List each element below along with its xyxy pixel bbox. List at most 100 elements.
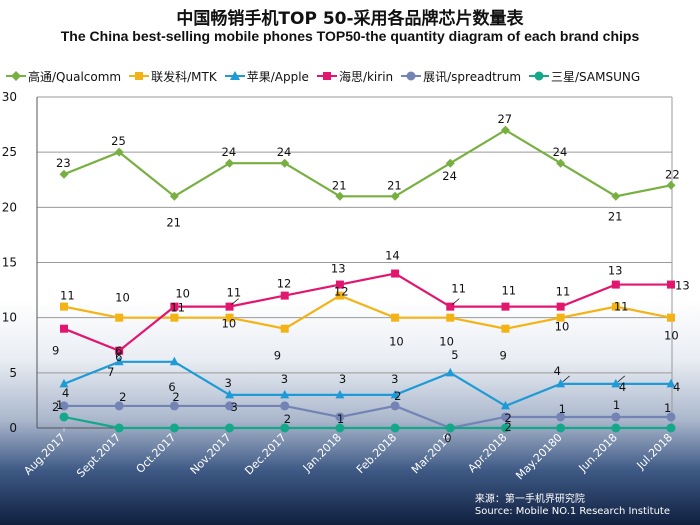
data-label: 4	[619, 380, 626, 394]
data-label: 2	[284, 412, 291, 426]
data-label: 10	[439, 335, 454, 349]
data-label: 11	[227, 286, 242, 300]
data-label: 10	[222, 317, 237, 331]
x-tick-label: May.20180	[513, 431, 564, 482]
data-point	[556, 313, 565, 322]
legend: 高通/Qualcomm 联发科/MTK 苹果/Apple 海思/kirin 展讯/spr…	[6, 66, 700, 86]
data-point	[500, 400, 510, 410]
data-point	[445, 158, 455, 168]
data-point	[556, 158, 566, 168]
legend-item: 高通/Qualcomm	[6, 68, 121, 85]
legend-label: 展讯/spreadtrum	[423, 69, 522, 84]
source-line-cn: 来源：第一手机界研究院	[474, 494, 585, 505]
data-label: 9	[499, 349, 506, 363]
data-label: 2	[394, 389, 401, 403]
x-tick-label: Dec.2017	[242, 431, 289, 478]
data-label: 1	[56, 398, 63, 412]
data-label: 12	[334, 285, 349, 299]
data-label: 2	[504, 411, 511, 425]
x-tick-label: Apr.2018	[465, 431, 509, 475]
y-tick-label: 15	[2, 256, 17, 270]
data-label: 10	[175, 287, 190, 301]
data-label: 3	[339, 372, 346, 386]
series-line-2	[63, 360, 671, 408]
data-label: 23	[56, 156, 71, 170]
label-leader-line	[562, 375, 570, 383]
data-label: 24	[553, 145, 568, 159]
legend-item: 展讯/spreadtrum	[401, 68, 521, 85]
data-point	[225, 401, 235, 411]
series-line-4	[64, 404, 671, 430]
data-label: 6	[115, 350, 122, 364]
data-point	[666, 378, 676, 388]
data-point	[501, 302, 510, 311]
series-line-5	[63, 415, 671, 430]
data-point	[611, 280, 620, 289]
data-point	[114, 147, 124, 157]
legend-swatch	[529, 71, 550, 81]
series-line-1	[63, 294, 672, 330]
data-label: 21	[608, 209, 623, 223]
data-label: 24	[277, 145, 292, 159]
data-point	[500, 412, 510, 422]
data-label: 25	[111, 134, 126, 148]
data-point	[335, 191, 345, 201]
data-point	[611, 423, 621, 433]
data-point	[611, 412, 621, 422]
data-point	[114, 401, 124, 411]
data-point	[667, 313, 675, 322]
legend-swatch	[129, 72, 150, 80]
data-point	[446, 302, 455, 311]
data-point	[446, 313, 455, 322]
source-line-en: Source: Mobile NO.1 Research Institute	[474, 506, 670, 517]
data-point	[335, 389, 345, 399]
data-point	[59, 169, 69, 179]
data-label: 27	[497, 112, 512, 126]
data-label: 4	[554, 364, 561, 378]
data-point	[500, 125, 510, 135]
data-point	[390, 191, 400, 201]
data-label: 22	[665, 167, 680, 181]
legend-item: 三星/SAMSUNG	[529, 68, 640, 85]
label-leader-line	[231, 298, 239, 305]
data-point	[556, 378, 566, 388]
label-leader-line	[452, 298, 460, 305]
data-point	[611, 302, 620, 311]
data-point	[666, 412, 676, 422]
y-tick-label: 30	[2, 90, 17, 104]
data-label: 10	[115, 291, 130, 305]
data-point	[59, 401, 69, 411]
data-label: 4	[62, 386, 69, 400]
data-point	[666, 423, 676, 433]
data-point	[170, 302, 179, 311]
y-tick-label: 10	[2, 311, 17, 325]
data-label: 0	[444, 431, 451, 445]
data-label: 2	[504, 420, 511, 434]
data-point	[335, 412, 345, 422]
data-label: 2	[172, 390, 179, 404]
data-label: 11	[556, 285, 571, 299]
data-label: 5	[451, 348, 458, 362]
data-point	[59, 378, 69, 388]
data-point	[170, 313, 179, 322]
legend-label: 三星/SAMSUNG	[551, 69, 641, 84]
data-point	[335, 280, 344, 289]
data-label: 6	[115, 344, 122, 358]
data-label: 21	[332, 178, 347, 192]
data-label: 4	[673, 380, 680, 394]
x-tick-label: Oct.2017	[134, 431, 179, 476]
data-label: 13	[331, 262, 346, 276]
data-point	[225, 313, 234, 322]
legend-swatch	[224, 71, 245, 80]
data-point	[280, 324, 289, 333]
data-label: 3	[231, 400, 238, 414]
data-point	[280, 401, 290, 411]
data-point	[225, 158, 235, 168]
data-point	[169, 401, 179, 411]
data-point	[169, 423, 179, 433]
x-tick-label: Aug.2017	[21, 431, 68, 478]
data-point	[666, 180, 676, 190]
data-point	[60, 302, 68, 311]
data-point	[500, 423, 510, 433]
